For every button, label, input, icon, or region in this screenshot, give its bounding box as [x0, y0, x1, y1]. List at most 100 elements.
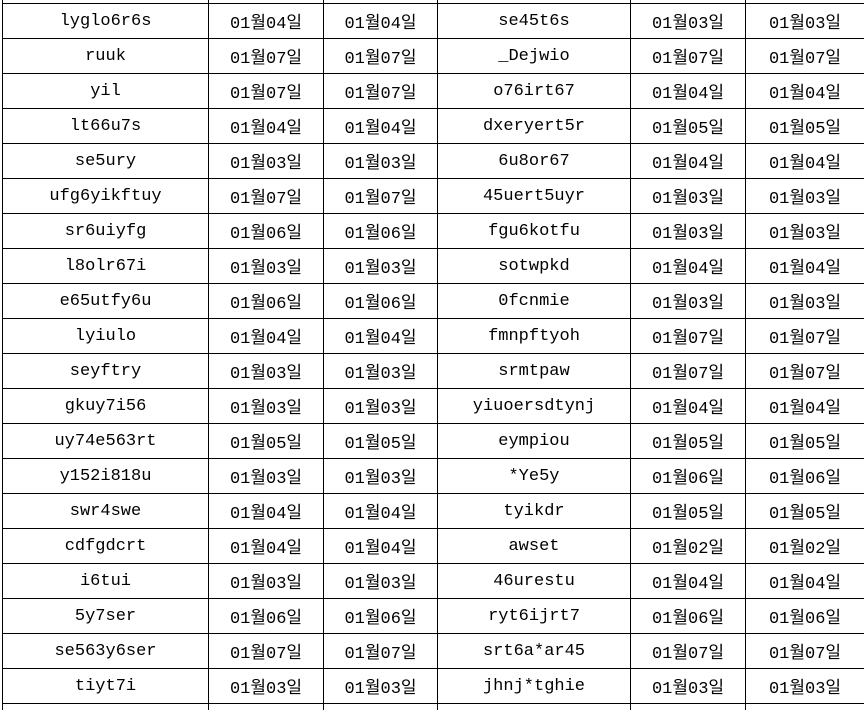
name-cell[interactable]: tyikdr	[437, 493, 631, 529]
name-cell[interactable]: _Dejwio	[437, 38, 631, 74]
date-cell[interactable]: 01월07일	[630, 633, 746, 669]
name-cell[interactable]: ufg6yikftuy	[2, 178, 209, 214]
date-cell[interactable]: 01월05일	[745, 423, 864, 459]
date-cell[interactable]: 01월07일	[208, 73, 324, 109]
name-cell[interactable]: dxeryert5r	[437, 108, 631, 144]
empty-cell[interactable]	[630, 703, 746, 710]
name-cell[interactable]: lyglo6r6s	[2, 3, 209, 39]
name-cell[interactable]: awset	[437, 528, 631, 564]
name-cell[interactable]: e65utfy6u	[2, 283, 209, 319]
name-cell[interactable]: y152i818u	[2, 458, 209, 494]
name-cell[interactable]: srt6a*ar45	[437, 633, 631, 669]
name-cell[interactable]: gkuy7i56	[2, 388, 209, 424]
date-cell[interactable]: 01월04일	[323, 3, 438, 39]
date-cell[interactable]: 01월04일	[208, 528, 324, 564]
date-cell[interactable]: 01월07일	[630, 353, 746, 389]
empty-cell[interactable]	[745, 703, 864, 710]
date-cell[interactable]: 01월05일	[323, 423, 438, 459]
date-cell[interactable]: 01월03일	[323, 248, 438, 284]
date-cell[interactable]: 01월05일	[745, 108, 864, 144]
date-cell[interactable]: 01월06일	[745, 598, 864, 634]
name-cell[interactable]: se5ury	[2, 143, 209, 179]
date-cell[interactable]: 01월07일	[208, 633, 324, 669]
date-cell[interactable]: 01월05일	[630, 108, 746, 144]
name-cell[interactable]: cdfgdcrt	[2, 528, 209, 564]
date-cell[interactable]: 01월07일	[745, 38, 864, 74]
date-cell[interactable]: 01월04일	[208, 493, 324, 529]
date-cell[interactable]: 01월03일	[208, 248, 324, 284]
date-cell[interactable]: 01월03일	[323, 143, 438, 179]
name-cell[interactable]: lt66u7s	[2, 108, 209, 144]
date-cell[interactable]: 01월05일	[630, 493, 746, 529]
name-cell[interactable]: sotwpkd	[437, 248, 631, 284]
date-cell[interactable]: 01월04일	[745, 143, 864, 179]
name-cell[interactable]: i6tui	[2, 563, 209, 599]
date-cell[interactable]: 01월04일	[745, 73, 864, 109]
date-cell[interactable]: 01월04일	[323, 493, 438, 529]
date-cell[interactable]: 01월03일	[745, 668, 864, 704]
name-cell[interactable]: lyiulo	[2, 318, 209, 354]
date-cell[interactable]: 01월04일	[630, 248, 746, 284]
name-cell[interactable]: ryt6ijrt7	[437, 598, 631, 634]
date-cell[interactable]: 01월07일	[208, 178, 324, 214]
date-cell[interactable]: 01월04일	[323, 528, 438, 564]
date-cell[interactable]: 01월03일	[208, 143, 324, 179]
date-cell[interactable]: 01월07일	[745, 633, 864, 669]
empty-cell[interactable]	[437, 703, 631, 710]
name-cell[interactable]: *Ye5y	[437, 458, 631, 494]
name-cell[interactable]: uy74e563rt	[2, 423, 209, 459]
date-cell[interactable]: 01월03일	[745, 3, 864, 39]
date-cell[interactable]: 01월03일	[323, 458, 438, 494]
name-cell[interactable]: fmnpftyoh	[437, 318, 631, 354]
date-cell[interactable]: 01월05일	[630, 423, 746, 459]
date-cell[interactable]: 01월04일	[208, 318, 324, 354]
date-cell[interactable]: 01월06일	[208, 598, 324, 634]
date-cell[interactable]: 01월07일	[745, 318, 864, 354]
name-cell[interactable]: se45t6s	[437, 3, 631, 39]
name-cell[interactable]: seyftry	[2, 353, 209, 389]
date-cell[interactable]: 01월07일	[323, 633, 438, 669]
date-cell[interactable]: 01월06일	[208, 283, 324, 319]
date-cell[interactable]: 01월03일	[323, 668, 438, 704]
date-cell[interactable]: 01월06일	[323, 283, 438, 319]
name-cell[interactable]: eympiou	[437, 423, 631, 459]
name-cell[interactable]: 5y7ser	[2, 598, 209, 634]
date-cell[interactable]: 01월07일	[323, 178, 438, 214]
name-cell[interactable]: srmtpaw	[437, 353, 631, 389]
date-cell[interactable]: 01월03일	[208, 563, 324, 599]
date-cell[interactable]: 01월07일	[745, 353, 864, 389]
name-cell[interactable]: yiuoersdtynj	[437, 388, 631, 424]
date-cell[interactable]: 01월03일	[630, 213, 746, 249]
date-cell[interactable]: 01월03일	[745, 178, 864, 214]
date-cell[interactable]: 01월04일	[630, 143, 746, 179]
date-cell[interactable]: 01월04일	[630, 73, 746, 109]
date-cell[interactable]: 01월03일	[208, 458, 324, 494]
empty-cell[interactable]	[323, 703, 438, 710]
date-cell[interactable]: 01월03일	[745, 283, 864, 319]
name-cell[interactable]: tiyt7i	[2, 668, 209, 704]
date-cell[interactable]: 01월07일	[630, 38, 746, 74]
date-cell[interactable]: 01월07일	[630, 318, 746, 354]
date-cell[interactable]: 01월03일	[208, 388, 324, 424]
name-cell[interactable]: sr6uiyfg	[2, 213, 209, 249]
date-cell[interactable]: 01월04일	[745, 248, 864, 284]
date-cell[interactable]: 01월06일	[630, 598, 746, 634]
date-cell[interactable]: 01월06일	[630, 458, 746, 494]
name-cell[interactable]: jhnj*tghie	[437, 668, 631, 704]
name-cell[interactable]: 45uert5uyr	[437, 178, 631, 214]
date-cell[interactable]: 01월03일	[745, 213, 864, 249]
date-cell[interactable]: 01월06일	[323, 598, 438, 634]
name-cell[interactable]: l8olr67i	[2, 248, 209, 284]
date-cell[interactable]: 01월04일	[630, 388, 746, 424]
date-cell[interactable]: 01월04일	[745, 563, 864, 599]
empty-cell[interactable]	[2, 703, 209, 710]
date-cell[interactable]: 01월02일	[630, 528, 746, 564]
date-cell[interactable]: 01월04일	[745, 388, 864, 424]
date-cell[interactable]: 01월03일	[630, 283, 746, 319]
date-cell[interactable]: 01월04일	[630, 563, 746, 599]
name-cell[interactable]: 6u8or67	[437, 143, 631, 179]
date-cell[interactable]: 01월05일	[208, 423, 324, 459]
date-cell[interactable]: 01월04일	[208, 108, 324, 144]
date-cell[interactable]: 01월06일	[208, 213, 324, 249]
date-cell[interactable]: 01월03일	[208, 668, 324, 704]
